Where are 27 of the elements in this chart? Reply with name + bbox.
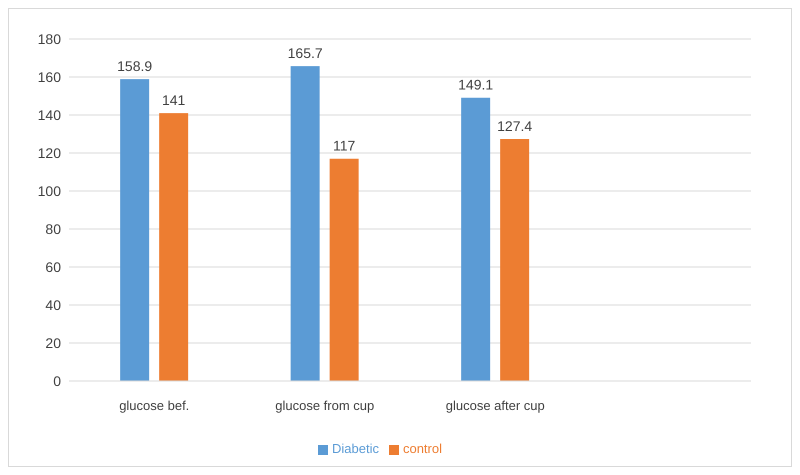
legend-label: control bbox=[402, 441, 442, 456]
bar bbox=[159, 113, 188, 381]
x-tick-label: glucose from cup bbox=[275, 398, 374, 414]
data-label: 158.9 bbox=[117, 58, 152, 74]
y-tick-label: 160 bbox=[38, 68, 62, 85]
y-tick-label: 120 bbox=[38, 144, 62, 161]
data-label: 141 bbox=[162, 92, 186, 108]
data-label: 117 bbox=[332, 138, 356, 154]
y-tick-label: 180 bbox=[38, 30, 62, 47]
data-label: 149.1 bbox=[458, 76, 494, 93]
x-tick-label: glucose after cup bbox=[446, 398, 545, 414]
data-label: 165.7 bbox=[288, 45, 323, 62]
bar bbox=[290, 66, 320, 381]
y-tick-label: 60 bbox=[45, 258, 62, 275]
data-label: 127.4 bbox=[497, 118, 532, 134]
y-tick-label: 40 bbox=[45, 296, 62, 313]
legend-label: Diabetic bbox=[332, 441, 379, 456]
bar bbox=[330, 158, 359, 381]
bar bbox=[500, 138, 530, 381]
y-tick-label: 20 bbox=[45, 334, 62, 351]
y-tick-label: 0 bbox=[53, 372, 62, 389]
bar bbox=[461, 98, 490, 381]
x-tick-label: glucose bef. bbox=[119, 398, 190, 414]
bar bbox=[120, 79, 150, 381]
y-tick-label: 140 bbox=[38, 106, 62, 123]
y-tick-label: 80 bbox=[45, 220, 62, 237]
y-tick-label: 100 bbox=[38, 182, 62, 199]
